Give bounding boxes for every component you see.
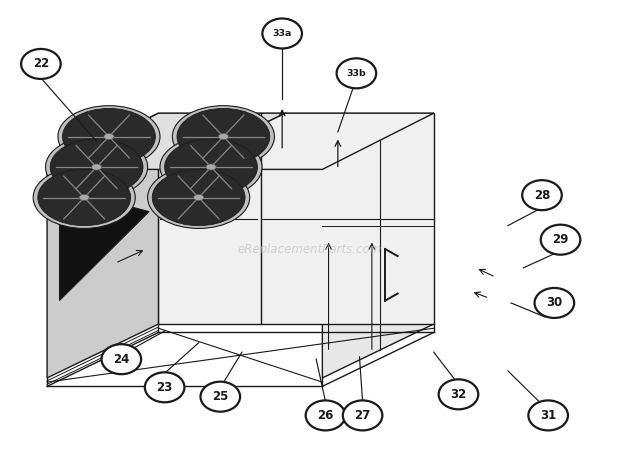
Ellipse shape [92,164,102,170]
Polygon shape [171,113,434,169]
Text: 27: 27 [355,409,371,422]
Ellipse shape [177,109,270,164]
Text: 31: 31 [540,409,556,422]
Ellipse shape [104,133,114,140]
Text: 25: 25 [212,390,229,403]
Circle shape [200,382,240,412]
Text: 33b: 33b [347,69,366,78]
Ellipse shape [153,169,245,226]
Text: 30: 30 [546,297,562,309]
Ellipse shape [206,164,216,170]
Text: 29: 29 [552,233,569,246]
Ellipse shape [79,195,89,201]
Circle shape [528,400,568,431]
Circle shape [21,49,61,79]
Polygon shape [322,113,434,378]
Text: eReplacementParts.com: eReplacementParts.com [238,243,382,256]
Circle shape [439,379,478,409]
Text: 26: 26 [317,409,334,422]
Ellipse shape [160,136,262,198]
Circle shape [541,225,580,255]
Polygon shape [159,113,434,324]
Text: 32: 32 [450,388,467,401]
Circle shape [343,400,383,431]
Ellipse shape [58,106,160,167]
Text: 24: 24 [113,352,130,366]
Ellipse shape [33,166,135,228]
Ellipse shape [63,109,156,164]
Circle shape [337,58,376,88]
Text: 22: 22 [33,57,49,70]
Circle shape [102,344,141,374]
Circle shape [145,372,184,402]
Polygon shape [47,113,159,378]
Text: 33a: 33a [272,29,292,38]
Ellipse shape [38,169,131,226]
Text: 23: 23 [156,381,173,394]
Polygon shape [60,188,149,301]
Circle shape [534,288,574,318]
Circle shape [522,180,562,210]
Polygon shape [47,113,285,169]
Ellipse shape [172,106,275,167]
Ellipse shape [193,195,204,201]
Circle shape [306,400,345,431]
Ellipse shape [50,139,143,195]
Ellipse shape [218,133,229,140]
Ellipse shape [148,166,250,228]
Circle shape [262,18,302,48]
Ellipse shape [165,139,257,195]
Ellipse shape [45,136,148,198]
Text: 28: 28 [534,188,550,202]
